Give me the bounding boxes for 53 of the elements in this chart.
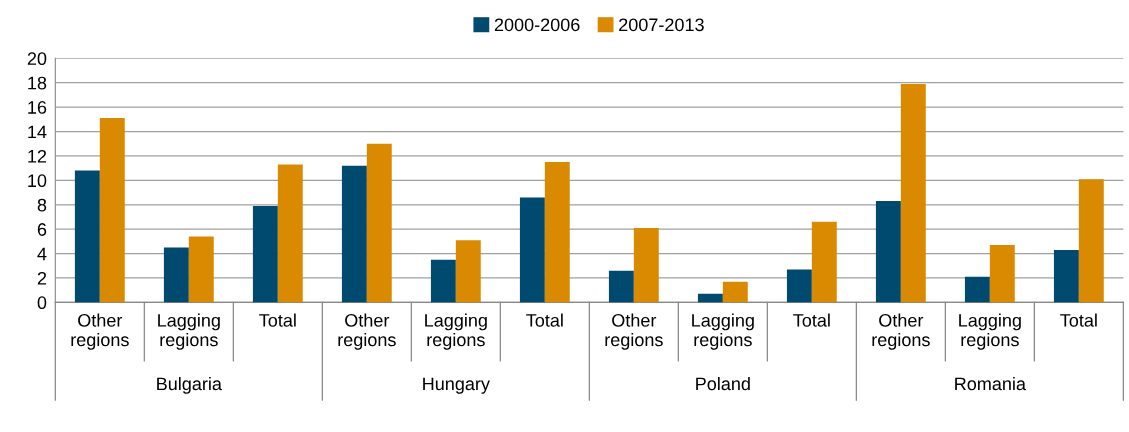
text: Romania: [955, 376, 1026, 391]
bar: [697, 293, 723, 303]
bar: [455, 240, 481, 303]
x-tick-label: Other regions: [338, 313, 396, 350]
x-tick-label: Lagging regions: [425, 313, 487, 350]
legend-label: 2000-2006: [494, 18, 580, 32]
x-tick-label: Other regions: [872, 313, 930, 350]
bar: [519, 197, 545, 303]
bar: [722, 281, 748, 303]
bar: [900, 83, 926, 303]
bar: [875, 201, 901, 303]
text: Poland: [696, 376, 750, 391]
y-tick-label: 18: [28, 76, 47, 90]
x-tick-label: Other regions: [71, 313, 129, 350]
bar: [633, 227, 659, 303]
bar: [544, 162, 570, 303]
bar: [74, 170, 100, 303]
bar: [964, 276, 990, 303]
x-tick-label: Total: [1060, 313, 1097, 327]
bar: [277, 164, 303, 303]
y-tick-label: 20: [27, 52, 47, 66]
bar: [786, 269, 812, 303]
text: Hungary: [423, 377, 490, 394]
bar: [252, 205, 278, 303]
bar: [1078, 179, 1104, 303]
bar: [366, 143, 392, 303]
bar: [1053, 249, 1079, 303]
text: Bulgaria: [157, 376, 222, 394]
bar: [989, 245, 1015, 303]
x-tick-label: Lagging regions: [158, 313, 220, 350]
bar: [188, 236, 214, 303]
bar: [163, 247, 189, 303]
x-tick-label: Lagging regions: [692, 313, 754, 350]
bar: [99, 118, 125, 303]
y-tick-label: 16: [28, 101, 47, 114]
x-tick-label: Total: [259, 313, 296, 327]
bar: [341, 165, 367, 303]
x-tick-label: Total: [793, 313, 830, 327]
bar: [811, 221, 837, 303]
y-tick-label: 8: [37, 198, 47, 212]
bar: [430, 259, 456, 303]
x-tick-label: Lagging regions: [959, 313, 1021, 350]
x-tick-label: Total: [526, 313, 563, 327]
y-tick-label: 6: [37, 223, 47, 236]
y-tick-label: 12: [28, 149, 47, 163]
y-tick-label: 14: [28, 125, 47, 139]
x-tick-label: Other regions: [605, 313, 663, 350]
y-tick-label: 0: [37, 296, 47, 310]
bar: [608, 270, 634, 303]
y-tick-label: 2: [37, 271, 47, 285]
y-tick-label: 10: [28, 174, 47, 188]
legend-label: 2007-2013: [619, 18, 704, 32]
y-tick-label: 4: [37, 247, 47, 261]
